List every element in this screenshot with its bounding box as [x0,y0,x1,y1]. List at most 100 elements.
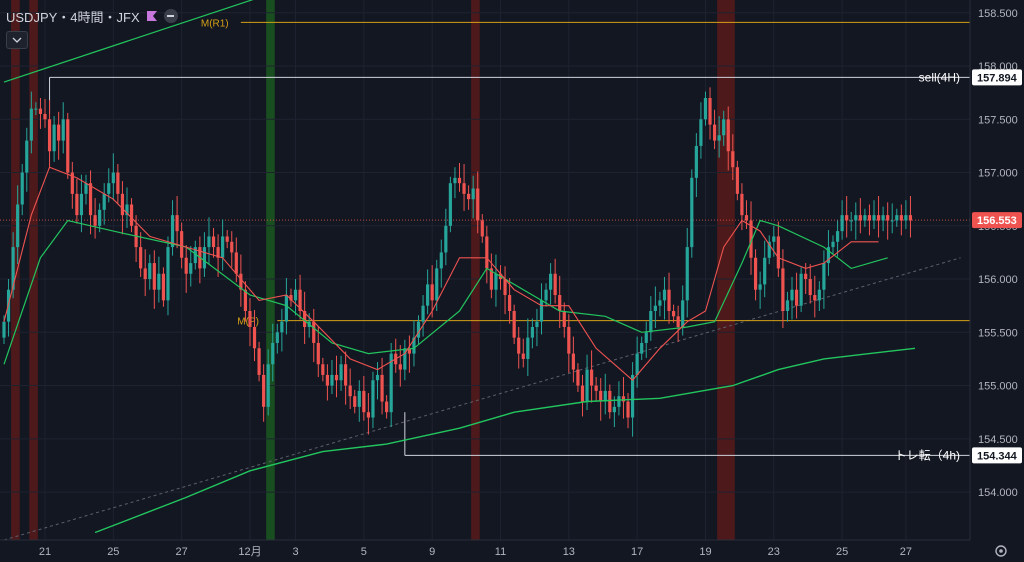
candle-body [508,295,512,312]
candle-body [257,348,261,375]
candle-body [585,369,589,402]
price-axis[interactable] [970,0,1024,562]
candle-body [872,215,876,221]
candle-body [562,311,566,327]
ma-long-line [94,347,916,534]
x-tick-label: 23 [768,546,780,558]
x-tick-label: 11 [495,546,506,558]
x-tick-label: 27 [900,546,912,558]
candle-body [61,119,65,141]
candle-body [316,342,320,365]
collapse-toggle[interactable] [6,31,28,49]
candle-body [753,257,758,290]
x-tick-label: 3 [292,546,298,558]
ma-fast-line [3,166,879,381]
candle-body [703,97,708,120]
candle-body [744,215,749,221]
y-tick-label: 154.000 [978,487,1018,499]
candle-body [248,311,252,327]
candle-body [804,273,808,280]
candle-body [207,236,211,248]
candle-body [835,231,840,242]
candle-body [2,321,6,338]
gear-icon[interactable] [994,544,1008,558]
candle-body [558,295,562,312]
x-tick-label: 13 [563,546,575,558]
candle-body [740,193,744,216]
candle-body [526,337,530,359]
candle-body [863,215,867,221]
candle-body [494,273,498,290]
candle-body [808,279,812,296]
candle-body [57,124,61,141]
candle-body [717,135,721,141]
candle-body [407,348,411,354]
candle-body [120,193,125,216]
candle-body [385,401,389,413]
price-line-label-sell: sell(4H) [919,70,960,84]
symbol-title[interactable]: USDJPY・4時間・JFX [6,9,140,25]
candle-body [580,385,585,402]
candle-body [630,374,635,418]
candle-body [448,183,452,226]
candle-body [435,268,439,301]
candle-body [899,215,903,221]
chart-header: USDJPY・4時間・JFX [6,6,178,26]
candle-body [357,390,361,407]
x-tick-label: 25 [836,546,848,558]
candle-body [813,295,817,301]
candle-body [799,273,803,306]
candle-body [66,119,70,173]
candle-body [157,273,161,290]
candle-body [699,119,703,146]
highlight-band-1 [29,0,38,540]
candle-body [143,268,147,280]
candle-body [553,273,557,296]
candle-body [107,183,111,194]
candle-body [426,284,430,306]
candle-body [776,236,780,269]
candle-body [366,412,370,418]
candle-body [676,316,680,327]
candle-body [521,353,525,359]
candle-body [608,390,612,413]
candle-body [785,300,790,312]
candle-body [202,247,207,269]
candle-body [667,289,671,312]
candle-body [20,172,24,205]
candle-body [284,295,289,322]
candle-body [849,220,853,222]
minus-icon[interactable] [163,9,178,23]
candle-body [621,396,626,402]
candle-body [293,289,298,301]
y-tick-label: 158.500 [978,8,1018,20]
candle-body [890,220,894,222]
candle-body [457,177,462,184]
candle-body [348,385,352,397]
candle-body [886,215,890,221]
candle-body [29,108,33,141]
candle-body [858,215,862,221]
candle-body [262,374,266,407]
candle-body [662,289,667,301]
time-axis[interactable] [0,540,970,562]
candle-body [375,374,380,381]
candle-body [334,374,339,381]
candle-body [16,204,20,248]
candle-body [635,353,639,375]
candle-body [726,119,730,152]
highlight-band-2 [266,0,275,540]
candle-body [535,321,539,327]
candle-body [239,273,243,290]
candle-body [371,380,375,418]
candle-body [216,247,220,258]
candle-body [148,263,152,280]
flag-icon[interactable] [146,10,158,22]
candle-body [826,247,831,264]
candle-body [685,247,689,301]
trendline [3,0,254,83]
candle-body [471,188,475,200]
candle-body [175,215,179,232]
candle-body [321,364,325,375]
